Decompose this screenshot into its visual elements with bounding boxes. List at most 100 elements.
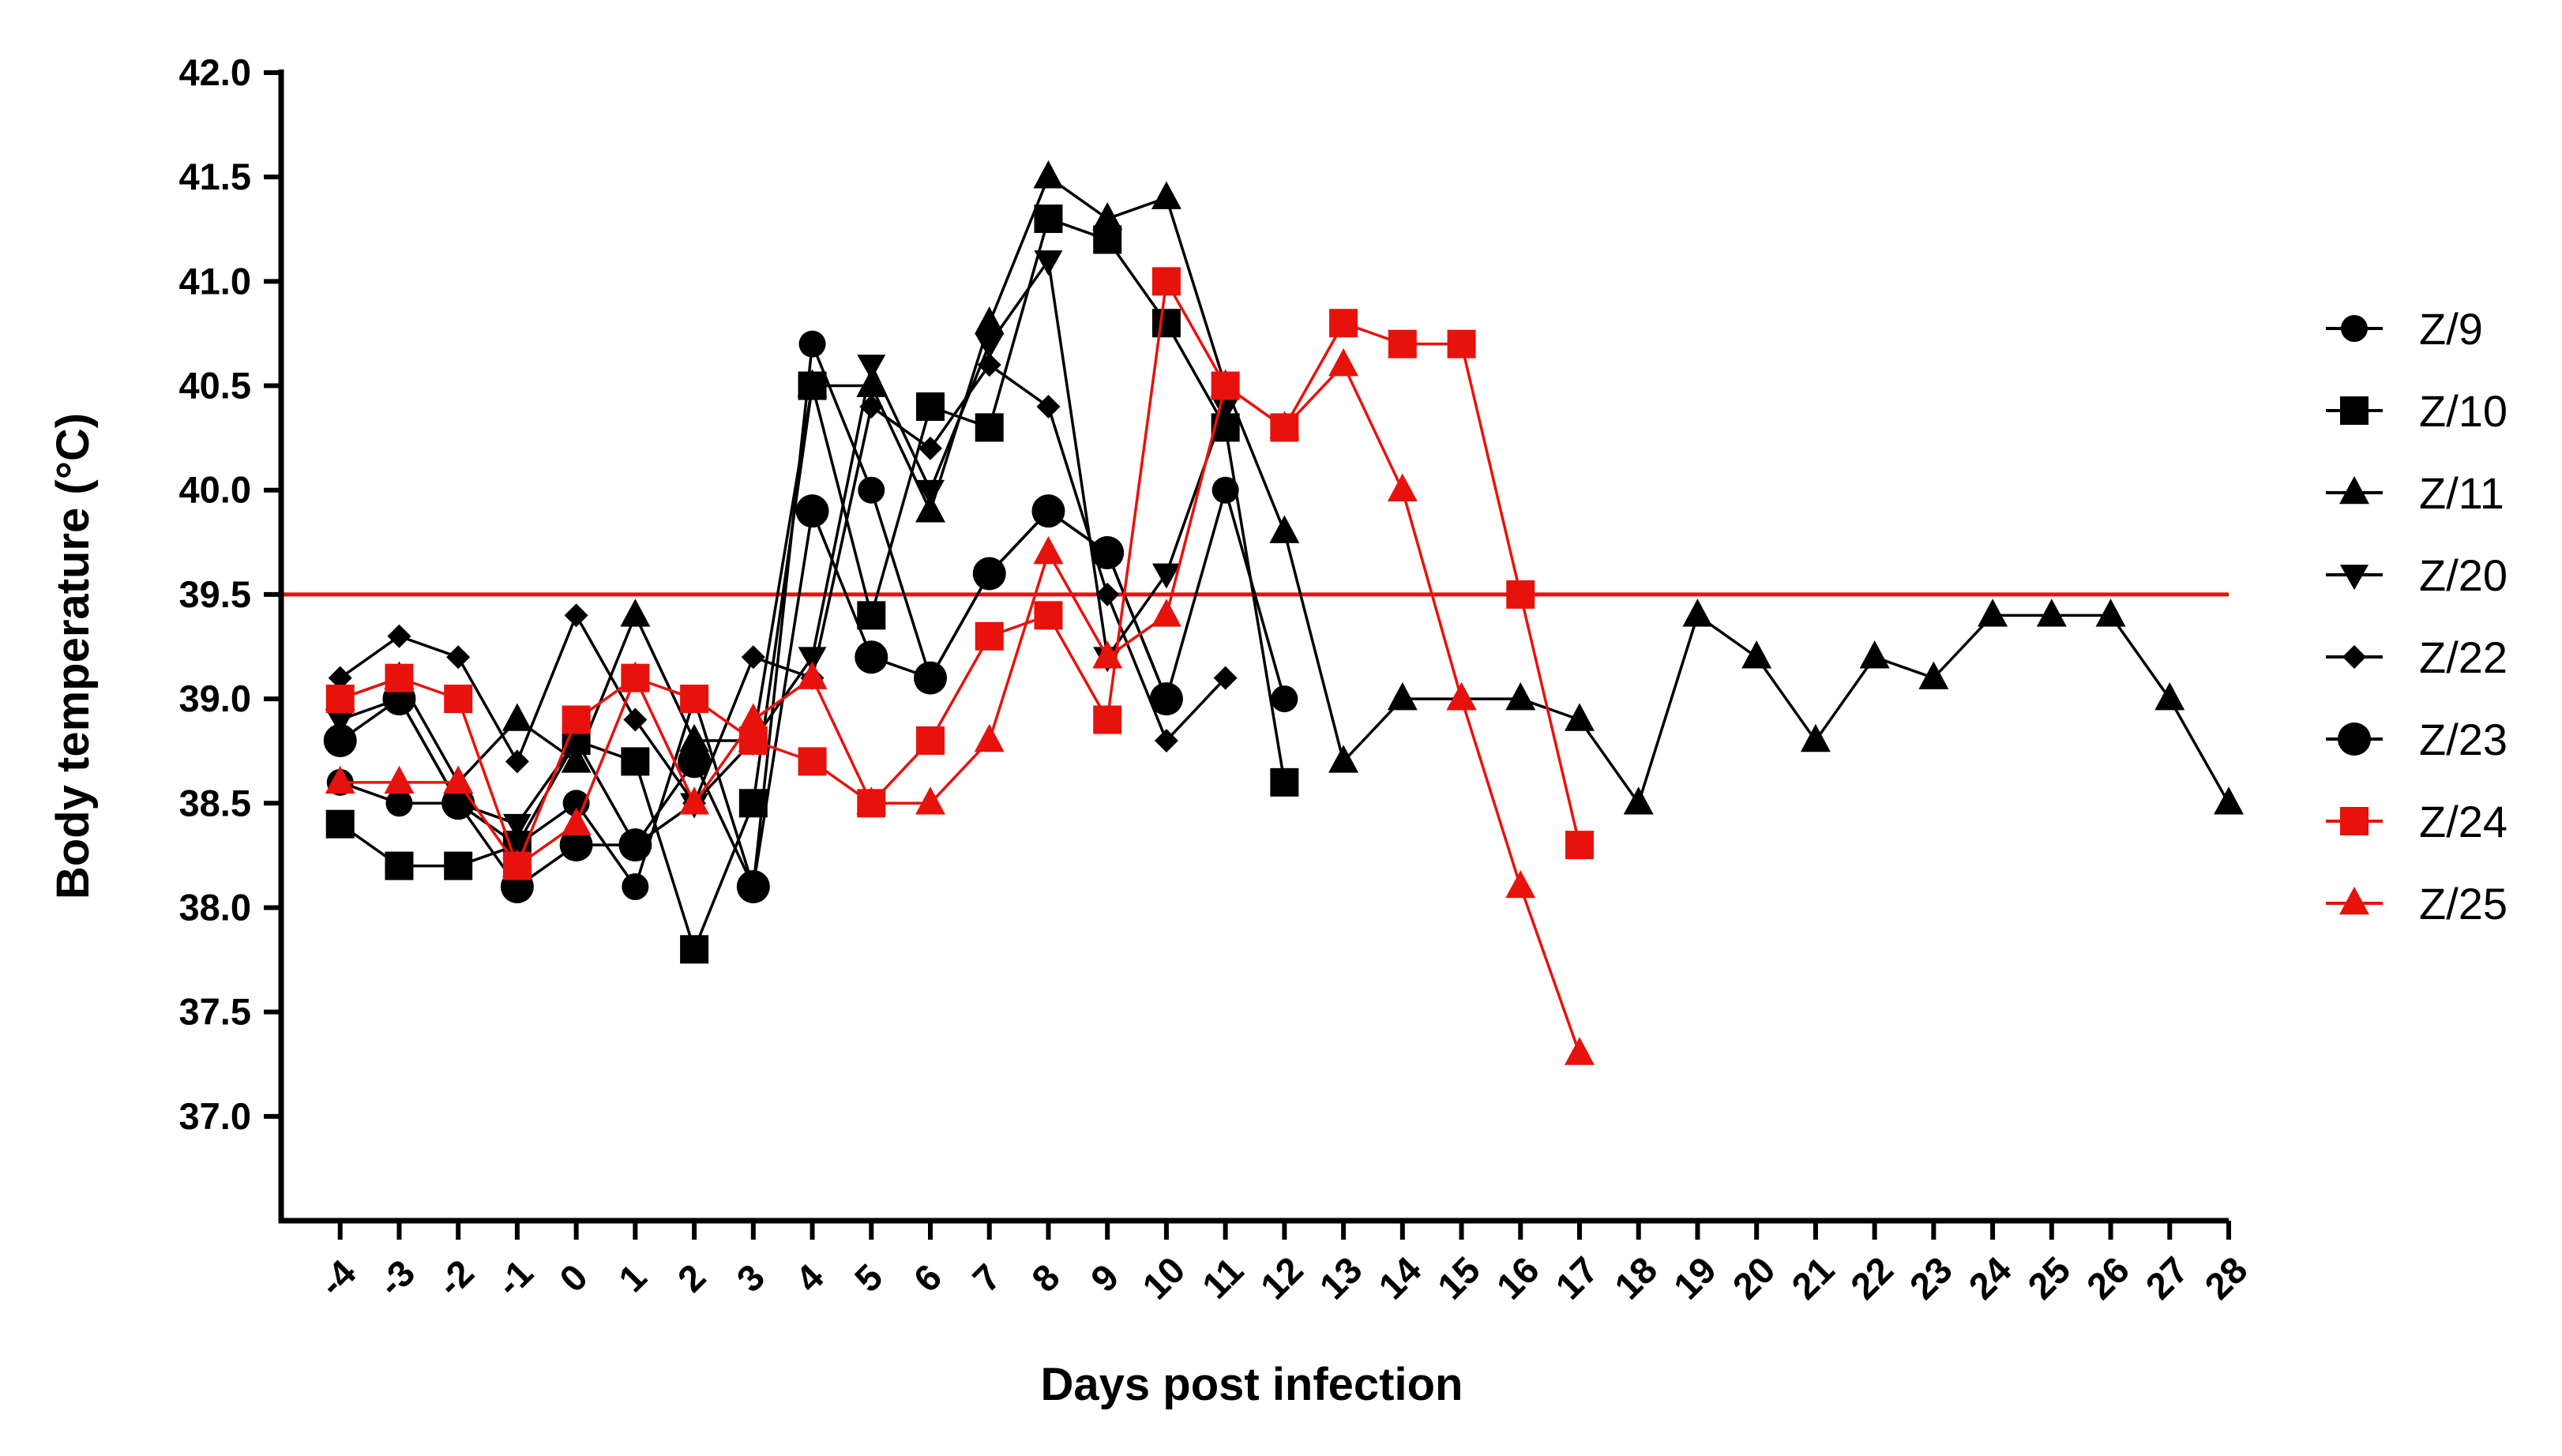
series-z-25	[325, 348, 1595, 1065]
data-point	[561, 807, 592, 835]
x-tick-label: 18	[1606, 1248, 1665, 1307]
data-point	[975, 621, 1004, 651]
legend-label: Z/23	[2419, 715, 2508, 764]
x-tick-label: 20	[1724, 1248, 1783, 1307]
data-point	[502, 849, 532, 877]
series-line	[340, 343, 1287, 890]
data-point	[798, 647, 827, 673]
y-tick-label: 40.5	[179, 365, 251, 407]
data-point	[974, 723, 1005, 752]
x-tick-label: 6	[905, 1255, 949, 1300]
data-point	[856, 369, 887, 397]
data-point	[797, 661, 828, 689]
x-tick-label: -1	[488, 1251, 541, 1304]
x-tick-label: 13	[1311, 1248, 1369, 1307]
data-point	[1092, 201, 1123, 231]
x-tick-label: 12	[1252, 1248, 1310, 1307]
data-point	[857, 601, 886, 630]
x-tick-label: 26	[2079, 1248, 2137, 1307]
data-point	[1565, 1037, 1595, 1065]
legend-item: Z/25	[2326, 879, 2508, 929]
data-point	[325, 765, 355, 794]
x-tick-label: 11	[1194, 1249, 1252, 1307]
y-tick-label: 38.5	[179, 782, 251, 824]
data-point	[972, 557, 1006, 591]
data-point	[1033, 160, 1064, 189]
x-tick-label: 27	[2137, 1248, 2196, 1307]
legend-label: Z/25	[2419, 879, 2508, 929]
data-point	[795, 494, 829, 528]
data-point	[1328, 348, 1359, 377]
data-point	[1859, 640, 1890, 669]
data-point	[1212, 476, 1239, 504]
data-point	[1682, 599, 1713, 627]
legend-label: Z/22	[2419, 632, 2508, 682]
data-point	[1151, 599, 1181, 627]
data-point	[1978, 599, 2008, 627]
x-tick-label: 24	[1960, 1248, 2019, 1307]
x-tick-label: 25	[2019, 1248, 2078, 1307]
data-point	[679, 723, 710, 752]
data-point	[855, 640, 888, 674]
y-tick-label: 37.5	[179, 991, 251, 1033]
data-point	[325, 685, 355, 714]
x-tick-label: 5	[847, 1255, 891, 1300]
data-point	[798, 330, 826, 358]
data-point	[1505, 682, 1536, 711]
data-point	[623, 707, 648, 732]
data-point	[2154, 682, 2185, 711]
series-z-11	[325, 160, 2244, 815]
data-point	[1447, 329, 1476, 358]
legend-label: Z/9	[2419, 304, 2483, 354]
data-point	[1033, 535, 1064, 565]
x-axis-ticks: -4 -3 -2 -1 0 1 2 3 4 5 6 7 8 9 10 11 12 13 14 15 16 17 18 19 20…	[311, 1221, 2256, 1308]
data-point	[385, 790, 413, 817]
data-point	[1741, 640, 1772, 669]
data-point	[1151, 563, 1181, 589]
x-tick-label: 9	[1083, 1255, 1127, 1300]
legend-marker	[2342, 645, 2366, 669]
legend-item: Z/10	[2326, 386, 2508, 436]
data-point	[1211, 396, 1240, 422]
data-point	[856, 786, 887, 815]
x-tick-label: 21	[1783, 1248, 1842, 1307]
data-point	[502, 703, 532, 731]
data-point	[1446, 682, 1477, 711]
data-point	[1565, 831, 1594, 860]
y-tick-label: 37.0	[179, 1095, 251, 1137]
data-point	[621, 747, 650, 776]
data-point	[859, 394, 884, 418]
y-axis-ticks: 37.0 37.5 38.0 38.5 39.0 39.5 40.0 40.5 41.0 41.5…	[179, 51, 281, 1137]
legend-marker	[2340, 807, 2369, 835]
legend-marker	[2338, 722, 2371, 756]
data-point	[505, 749, 529, 774]
legend-item: Z/9	[2326, 304, 2483, 354]
data-point	[1151, 309, 1181, 338]
data-point	[385, 851, 414, 880]
x-tick-label: -4	[311, 1251, 364, 1304]
x-axis-title: Days post infection	[1041, 1359, 1463, 1410]
legend-marker	[2339, 475, 2369, 505]
data-point	[974, 306, 1005, 335]
y-tick-label: 41.5	[179, 156, 251, 197]
data-point	[797, 369, 828, 397]
data-point	[916, 392, 945, 421]
data-point	[1034, 205, 1063, 234]
data-point	[2214, 786, 2244, 815]
legend-item: Z/24	[2326, 797, 2508, 846]
x-tick-label: 19	[1666, 1248, 1724, 1307]
data-point	[1505, 869, 1536, 899]
data-point	[1387, 473, 1418, 502]
data-point	[385, 663, 414, 692]
x-tick-label: 17	[1547, 1248, 1606, 1307]
data-point	[798, 747, 827, 776]
data-point	[914, 661, 947, 695]
data-point	[1623, 786, 1654, 815]
data-point	[1151, 181, 1181, 209]
data-point	[857, 355, 886, 381]
data-point	[325, 709, 355, 735]
data-point	[1031, 494, 1065, 528]
data-point	[2036, 599, 2067, 627]
data-point	[562, 705, 591, 734]
data-point	[1034, 601, 1063, 630]
